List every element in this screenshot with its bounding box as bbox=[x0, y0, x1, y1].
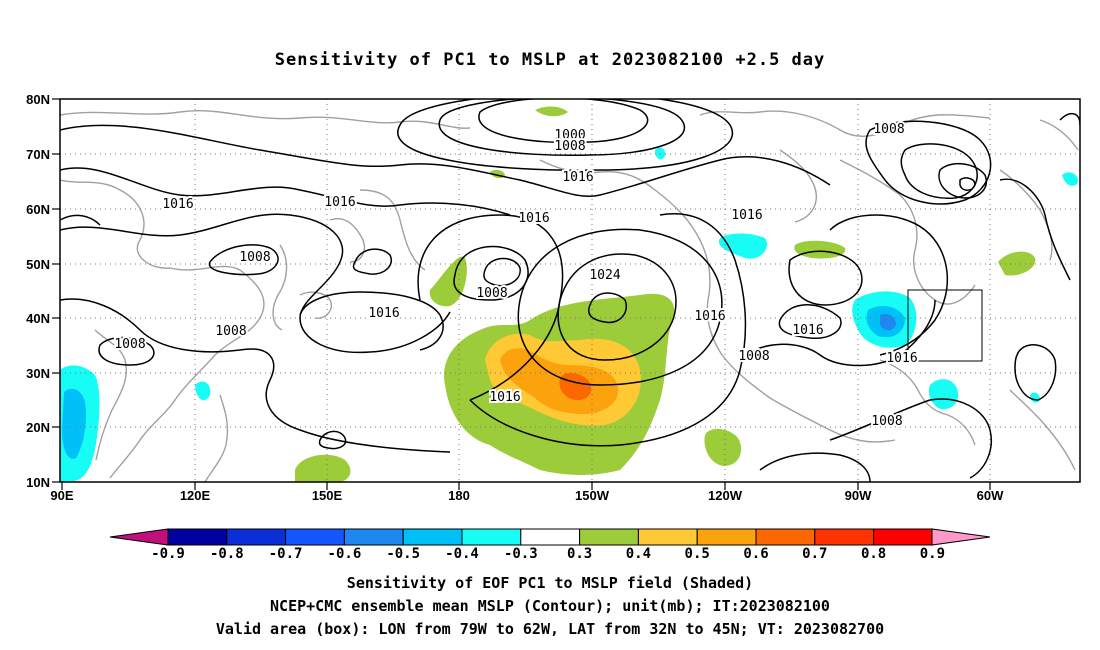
lon-label: 120W bbox=[708, 488, 743, 503]
contour-label: 1016 bbox=[368, 306, 399, 321]
colorbar-label: -0.5 bbox=[386, 546, 420, 562]
contour-label: 1008 bbox=[114, 337, 145, 352]
lat-label: 50N bbox=[26, 257, 50, 272]
colorbar-cell bbox=[402, 528, 463, 546]
contour-label: 1000 bbox=[554, 128, 585, 143]
contour-label: 1008 bbox=[873, 122, 904, 137]
lon-label: 60W bbox=[977, 488, 1004, 503]
map-title: Sensitivity of PC1 to MSLP at 2023082100… bbox=[274, 50, 826, 70]
lat-label: 60N bbox=[26, 202, 50, 217]
contour-label: 1008 bbox=[239, 250, 270, 265]
colorbar-label: -0.4 bbox=[445, 546, 479, 562]
colorbar-label: -0.7 bbox=[269, 546, 303, 562]
contour-label: 1016 bbox=[324, 195, 355, 210]
sensitivity-shading bbox=[60, 106, 1078, 482]
longitude-labels: 90E 120E 150E 180 150W 120W 90W 60W bbox=[50, 488, 1004, 503]
colorbar-cell bbox=[579, 528, 639, 546]
lon-label: 150W bbox=[575, 488, 610, 503]
contour-label: 1016 bbox=[162, 197, 193, 212]
contour-label: 1008 bbox=[215, 324, 246, 339]
colorbar-label: -0.6 bbox=[328, 546, 362, 562]
colorbar-label: 0.4 bbox=[626, 546, 651, 562]
colorbar-end-low bbox=[109, 528, 169, 546]
contour-label: 1016 bbox=[562, 170, 593, 185]
caption-line-2: NCEP+CMC ensemble mean MSLP (Contour); u… bbox=[270, 597, 830, 615]
lat-label: 40N bbox=[26, 311, 50, 326]
graticule bbox=[60, 99, 1080, 482]
colorbar-cell bbox=[696, 528, 757, 546]
contour-label: 1024 bbox=[589, 268, 620, 283]
contour-label: 1008 bbox=[871, 414, 902, 429]
contour-label: 1016 bbox=[731, 208, 762, 223]
colorbar-label: -0.9 bbox=[151, 546, 185, 562]
colorbar-cell bbox=[167, 528, 228, 546]
colorbar-label: 0.9 bbox=[920, 546, 945, 562]
lon-label: 150E bbox=[312, 488, 343, 503]
contour-label: 1008 bbox=[476, 286, 507, 301]
lat-label: 10N bbox=[26, 475, 50, 490]
lon-label: 90E bbox=[50, 488, 73, 503]
contour-label: 1008 bbox=[554, 139, 585, 154]
colorbar-label: 0.3 bbox=[567, 546, 592, 562]
colorbar-cell bbox=[226, 528, 287, 546]
colorbar-cell bbox=[285, 528, 345, 546]
contour-label: 1016 bbox=[694, 309, 725, 324]
colorbar-label: 0.7 bbox=[802, 546, 827, 562]
valid-area-box bbox=[907, 289, 983, 362]
lat-label: 30N bbox=[26, 366, 50, 381]
lat-label: 70N bbox=[26, 147, 50, 162]
latitude-labels: 80N 70N 60N 50N 40N 30N 20N 10N bbox=[26, 92, 50, 490]
lon-label: 120E bbox=[180, 488, 211, 503]
colorbar-cell bbox=[873, 528, 933, 546]
colorbar-cell bbox=[343, 528, 404, 546]
colorbar-label: -0.8 bbox=[210, 546, 244, 562]
lat-label: 20N bbox=[26, 420, 50, 435]
map-frame bbox=[59, 98, 1081, 483]
caption-line-1: Sensitivity of EOF PC1 to MSLP field (Sh… bbox=[346, 574, 754, 592]
contour-label: 1016 bbox=[886, 351, 917, 366]
contour-label: 1016 bbox=[489, 390, 520, 405]
colorbar-label: 0.5 bbox=[685, 546, 710, 562]
coastlines bbox=[60, 109, 1079, 482]
colorbar-cell bbox=[637, 528, 698, 546]
contour-label: 1016 bbox=[518, 211, 549, 226]
axis-ticks bbox=[52, 98, 991, 490]
colorbar-end-high bbox=[931, 528, 991, 546]
colorbar-cell bbox=[814, 528, 875, 546]
contour-labels: 1000 1008 1016 1008 1016 1008 1016 1016 … bbox=[112, 120, 919, 431]
colorbar-cell bbox=[461, 528, 522, 546]
colorbar-cell bbox=[755, 528, 816, 546]
mslp-contours bbox=[60, 99, 1080, 482]
colorbar: -0.9 -0.8 -0.7 -0.6 -0.5 -0.4 -0.3 0.3 0.4 0.5 0.6… bbox=[109, 528, 991, 562]
colorbar-label: 0.6 bbox=[743, 546, 768, 562]
contour-label: 1016 bbox=[792, 323, 823, 338]
colorbar-label: 0.8 bbox=[861, 546, 886, 562]
lon-label: 180 bbox=[448, 488, 470, 503]
colorbar-label: -0.3 bbox=[504, 546, 538, 562]
caption-line-3: Valid area (box): LON from 79W to 62W, L… bbox=[215, 620, 885, 638]
colorbar-cell bbox=[520, 528, 581, 546]
lat-label: 80N bbox=[26, 92, 50, 107]
contour-label: 1008 bbox=[738, 349, 769, 364]
lon-label: 90W bbox=[845, 488, 872, 503]
